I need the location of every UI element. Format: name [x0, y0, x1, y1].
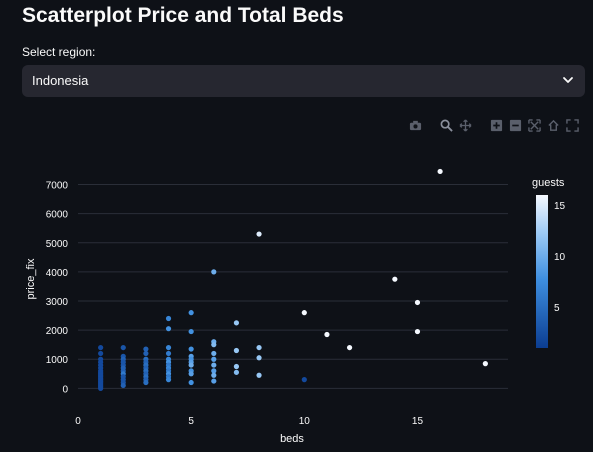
- y-tick-label: 6000: [46, 210, 69, 221]
- colorbar: [536, 195, 548, 348]
- colorbar-ticks: 5 10 15: [554, 201, 566, 314]
- data-point[interactable]: [188, 362, 194, 368]
- data-point[interactable]: [120, 382, 126, 389]
- data-point[interactable]: [98, 344, 104, 351]
- autoscale-icon[interactable]: [528, 118, 541, 132]
- data-point[interactable]: [188, 379, 194, 386]
- x-tick-label: 10: [299, 416, 311, 427]
- data-point[interactable]: [211, 350, 217, 357]
- data-point[interactable]: [233, 320, 240, 326]
- data-point[interactable]: [233, 369, 240, 375]
- data-point[interactable]: [211, 356, 217, 362]
- x-tick-label: 0: [75, 416, 81, 427]
- data-point[interactable]: [165, 326, 172, 332]
- region-select-label: Select region:: [22, 45, 96, 59]
- y-axis-label: price_fix: [25, 258, 37, 299]
- data-point[interactable]: [211, 378, 217, 384]
- data-point[interactable]: [437, 168, 443, 175]
- x-tick-labels: 0 5 10 15: [75, 416, 423, 427]
- y-tick-label: 7000: [46, 181, 69, 192]
- zoom-icon[interactable]: [440, 119, 453, 132]
- data-point[interactable]: [143, 350, 149, 357]
- data-point[interactable]: [346, 344, 353, 351]
- x-tick-label: 5: [188, 416, 194, 427]
- data-point[interactable]: [256, 344, 262, 351]
- data-point[interactable]: [98, 350, 104, 357]
- data-point[interactable]: [120, 344, 126, 351]
- data-point[interactable]: [188, 310, 194, 316]
- data-point[interactable]: [188, 328, 194, 335]
- colorbar-title: guests: [532, 177, 565, 189]
- data-point[interactable]: [233, 363, 240, 370]
- y-tick-label: 5000: [46, 239, 69, 250]
- grid-lines: [78, 184, 508, 389]
- y-tick-labels: 0 1000 2000 3000 4000 5000 6000 7000: [46, 181, 69, 396]
- data-points: [98, 168, 488, 391]
- colorbar-tick-label: 15: [554, 201, 566, 212]
- fullscreen-icon[interactable]: [566, 118, 579, 132]
- scatter-plot: 0 1000 2000 3000 4000 5000 6000 7000 0 5 10 15 bed…: [25, 168, 566, 445]
- data-point[interactable]: [256, 231, 262, 237]
- data-point[interactable]: [188, 371, 194, 377]
- data-point[interactable]: [98, 385, 104, 391]
- data-point[interactable]: [211, 269, 217, 275]
- y-tick-label: 3000: [46, 297, 69, 308]
- data-point[interactable]: [143, 346, 149, 352]
- region-select[interactable]: Indonesia: [22, 65, 585, 97]
- y-tick-label: 2000: [46, 326, 69, 337]
- pan-icon[interactable]: [459, 118, 472, 132]
- data-point[interactable]: [256, 372, 262, 378]
- colorbar-tick-label: 5: [554, 303, 560, 314]
- data-point[interactable]: [301, 310, 307, 316]
- y-tick-label: 1000: [46, 355, 69, 366]
- zoom-out-icon[interactable]: [509, 119, 522, 132]
- x-axis-label: beds: [280, 433, 304, 445]
- data-point[interactable]: [414, 328, 421, 335]
- data-point[interactable]: [188, 346, 194, 352]
- region-select-value: Indonesia: [32, 73, 89, 88]
- data-point[interactable]: [165, 377, 172, 383]
- x-tick-label: 15: [412, 416, 424, 427]
- reset-axes-icon[interactable]: [547, 119, 560, 132]
- zoom-in-icon[interactable]: [490, 119, 503, 132]
- plot-modebar: [409, 118, 579, 132]
- data-point[interactable]: [211, 368, 217, 374]
- camera-icon[interactable]: [409, 119, 422, 132]
- data-point[interactable]: [414, 299, 421, 306]
- chevron-down-icon[interactable]: [561, 73, 575, 87]
- y-tick-label: 4000: [46, 268, 69, 279]
- data-point[interactable]: [256, 355, 262, 361]
- data-point[interactable]: [211, 342, 217, 348]
- page-title: Scatterplot Price and Total Beds: [22, 4, 344, 27]
- data-point[interactable]: [392, 276, 398, 282]
- data-point[interactable]: [165, 344, 172, 351]
- data-point[interactable]: [324, 331, 330, 338]
- data-point[interactable]: [211, 372, 217, 378]
- data-point[interactable]: [233, 347, 240, 354]
- colorbar-tick-label: 10: [554, 252, 566, 263]
- data-point[interactable]: [143, 379, 149, 386]
- data-point[interactable]: [301, 377, 307, 383]
- data-point[interactable]: [165, 350, 172, 357]
- data-point[interactable]: [482, 361, 488, 367]
- data-point[interactable]: [211, 362, 217, 368]
- y-tick-label: 0: [62, 384, 68, 395]
- data-point[interactable]: [165, 315, 172, 322]
